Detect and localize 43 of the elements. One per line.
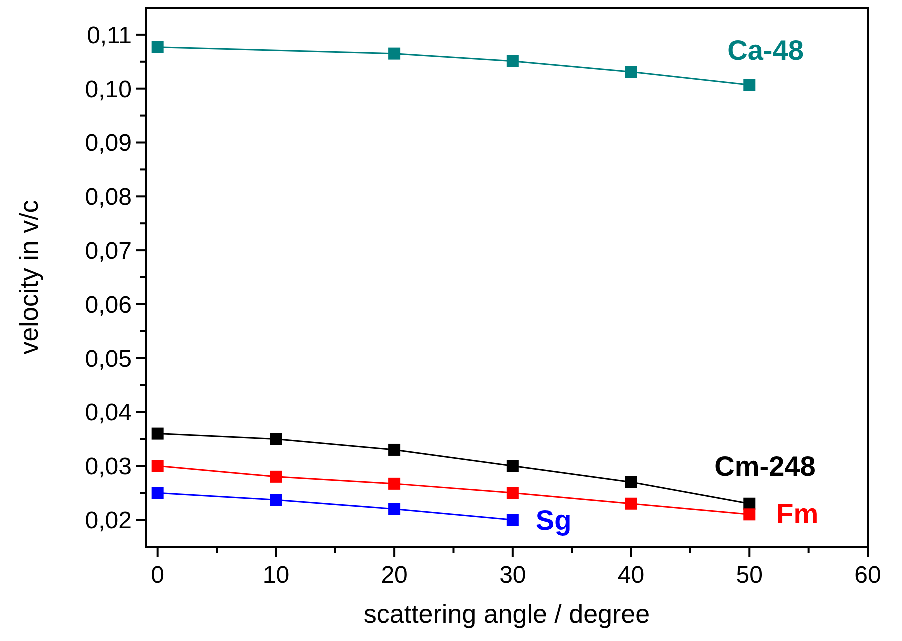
point: [388, 48, 401, 60]
point: [744, 79, 756, 92]
y-tick-label: 0,10: [85, 76, 132, 104]
point: [152, 41, 164, 54]
point: [744, 508, 756, 521]
y-tick-label: 0,03: [85, 454, 132, 481]
y-tick-label: 0,05: [85, 346, 132, 373]
y-tick-label: 0,06: [85, 292, 132, 319]
y-tick-label: 0,02: [85, 507, 132, 534]
point: [506, 514, 519, 526]
x-tick-label: 50: [736, 562, 763, 589]
point: [152, 428, 164, 440]
point: [388, 478, 401, 490]
series-label: Cm-248: [714, 450, 816, 482]
point: [625, 498, 638, 510]
x-tick-label: 30: [500, 562, 526, 589]
y-tick-label: 0,11: [87, 22, 132, 50]
point: [388, 444, 401, 456]
x-tick-label: 40: [618, 562, 645, 589]
x-tick-label: 0: [151, 562, 165, 589]
x-tick-label: 20: [381, 562, 408, 589]
y-tick-label: 0,09: [85, 130, 132, 158]
point: [270, 470, 282, 483]
series-label: Ca-48: [728, 35, 804, 66]
y-tick-label: 0,07: [85, 238, 132, 265]
y-tick-label: 0,08: [85, 184, 132, 212]
x-tick-label: 10: [262, 562, 290, 589]
point: [388, 503, 401, 516]
point: [152, 460, 164, 472]
point: [506, 460, 519, 472]
x-tick-label: 60: [854, 562, 882, 589]
y-tick-label: 0,04: [85, 400, 132, 427]
point: [152, 487, 164, 500]
point: [506, 487, 519, 500]
series-label: Sg: [536, 505, 572, 536]
series-label: Fm: [776, 498, 819, 530]
point: [625, 66, 638, 78]
point: [270, 433, 282, 446]
point: [625, 476, 638, 488]
x-axis-title: scattering angle / degree: [364, 599, 650, 629]
point: [506, 55, 519, 68]
point: [270, 494, 282, 506]
y-axis-title: velocity in v/c: [14, 200, 44, 355]
